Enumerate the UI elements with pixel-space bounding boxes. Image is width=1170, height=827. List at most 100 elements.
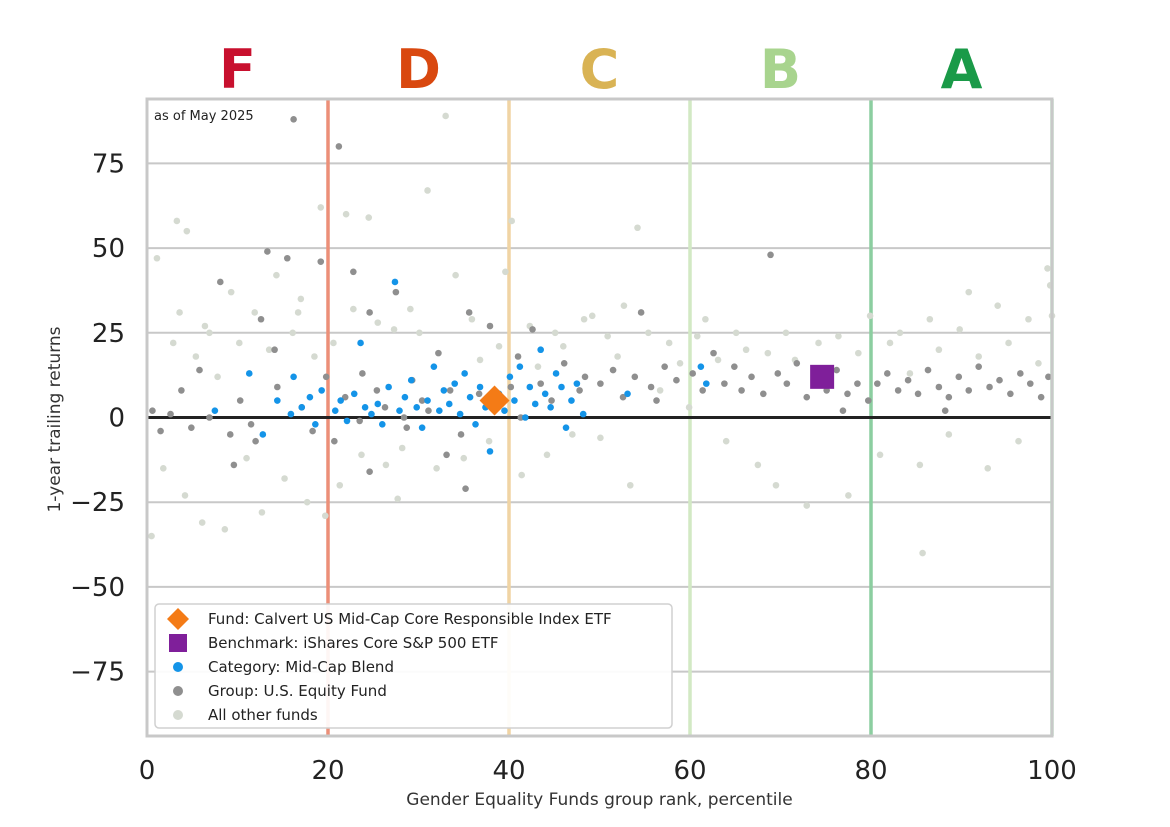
data-point — [501, 407, 508, 415]
data-point — [460, 454, 468, 462]
data-point — [359, 370, 366, 377]
x-axis-title: Gender Equality Funds group rank, percen… — [406, 790, 792, 810]
data-point — [1015, 437, 1022, 445]
data-point — [357, 339, 364, 347]
data-point — [400, 414, 408, 421]
x-tick-label: 20 — [311, 756, 344, 786]
legend-marker-circle — [173, 686, 183, 696]
data-point — [297, 295, 305, 303]
data-point — [551, 329, 559, 337]
grade-label: A — [941, 38, 983, 101]
data-point — [516, 363, 524, 370]
data-point — [748, 373, 755, 381]
data-point — [396, 407, 403, 415]
data-point — [844, 390, 851, 398]
plot-frame — [145, 97, 1054, 738]
data-point — [153, 254, 161, 262]
data-point — [365, 214, 373, 221]
data-point — [514, 353, 522, 360]
x-tick-label: 100 — [1027, 756, 1077, 786]
data-point — [945, 393, 953, 401]
data-point — [173, 217, 181, 225]
legend-label: Benchmark: iShares Core S&P 500 ETF — [208, 634, 498, 652]
data-point — [148, 532, 155, 540]
data-point — [693, 332, 701, 340]
data-point — [697, 363, 705, 370]
data-point — [815, 339, 822, 347]
data-point — [1017, 370, 1024, 377]
data-point — [442, 112, 449, 120]
data-point — [433, 465, 440, 472]
data-point — [1035, 359, 1042, 367]
data-point — [287, 410, 295, 418]
data-point — [1044, 265, 1051, 272]
data-point — [502, 268, 509, 276]
data-point — [274, 383, 281, 391]
data-point — [665, 339, 673, 347]
data-point — [294, 309, 302, 316]
data-point — [685, 404, 693, 411]
data-point — [637, 309, 645, 316]
data-point — [573, 380, 581, 387]
data-point — [876, 451, 884, 459]
data-point — [317, 204, 325, 211]
legend-marker-fund — [167, 608, 189, 630]
data-point — [309, 427, 316, 435]
data-point — [803, 393, 811, 401]
data-point — [731, 363, 738, 370]
data-point — [767, 251, 774, 259]
data-point — [956, 326, 963, 333]
data-point — [435, 349, 442, 357]
data-point — [526, 383, 534, 391]
data-point — [1045, 373, 1052, 381]
data-point — [391, 278, 399, 286]
data-point — [760, 390, 767, 398]
data-point — [738, 387, 745, 394]
data-point — [336, 481, 344, 489]
data-point — [361, 404, 369, 411]
data-point — [904, 376, 912, 384]
data-point — [472, 420, 479, 428]
data-point — [342, 210, 350, 218]
data-point — [379, 420, 386, 428]
grade-label: C — [580, 38, 620, 101]
data-point — [211, 407, 219, 415]
data-point — [579, 410, 587, 418]
data-point — [580, 315, 588, 323]
data-points — [148, 112, 1056, 557]
data-point — [466, 393, 474, 401]
data-point — [560, 343, 567, 350]
data-point — [368, 410, 375, 418]
data-point — [935, 383, 943, 391]
data-point — [157, 427, 164, 435]
x-tick-label: 60 — [673, 756, 706, 786]
legend-marker-circle — [173, 662, 183, 672]
x-tick-labels: 0 20 40 60 80 100 — [139, 756, 1077, 786]
data-point — [425, 407, 432, 415]
data-point — [906, 370, 914, 377]
data-point — [350, 268, 357, 276]
data-point — [699, 387, 706, 394]
data-point — [576, 387, 583, 394]
data-point — [245, 370, 253, 377]
data-point — [264, 248, 271, 255]
data-point — [456, 410, 464, 418]
data-point — [350, 390, 358, 398]
data-point — [274, 397, 281, 404]
x-tick-label: 0 — [139, 756, 156, 786]
data-point — [214, 373, 221, 381]
data-point — [443, 451, 450, 459]
data-point — [984, 465, 992, 472]
data-point — [529, 326, 536, 333]
y-tick-label: 0 — [108, 404, 125, 434]
data-point — [754, 461, 762, 469]
y-tick-label: −75 — [70, 658, 125, 688]
data-point — [398, 444, 406, 452]
fund-point — [479, 385, 510, 416]
data-point — [896, 329, 904, 337]
data-point — [167, 410, 174, 418]
data-point — [996, 376, 1003, 384]
data-point — [541, 390, 549, 398]
data-point — [914, 390, 922, 398]
data-point — [206, 414, 213, 421]
